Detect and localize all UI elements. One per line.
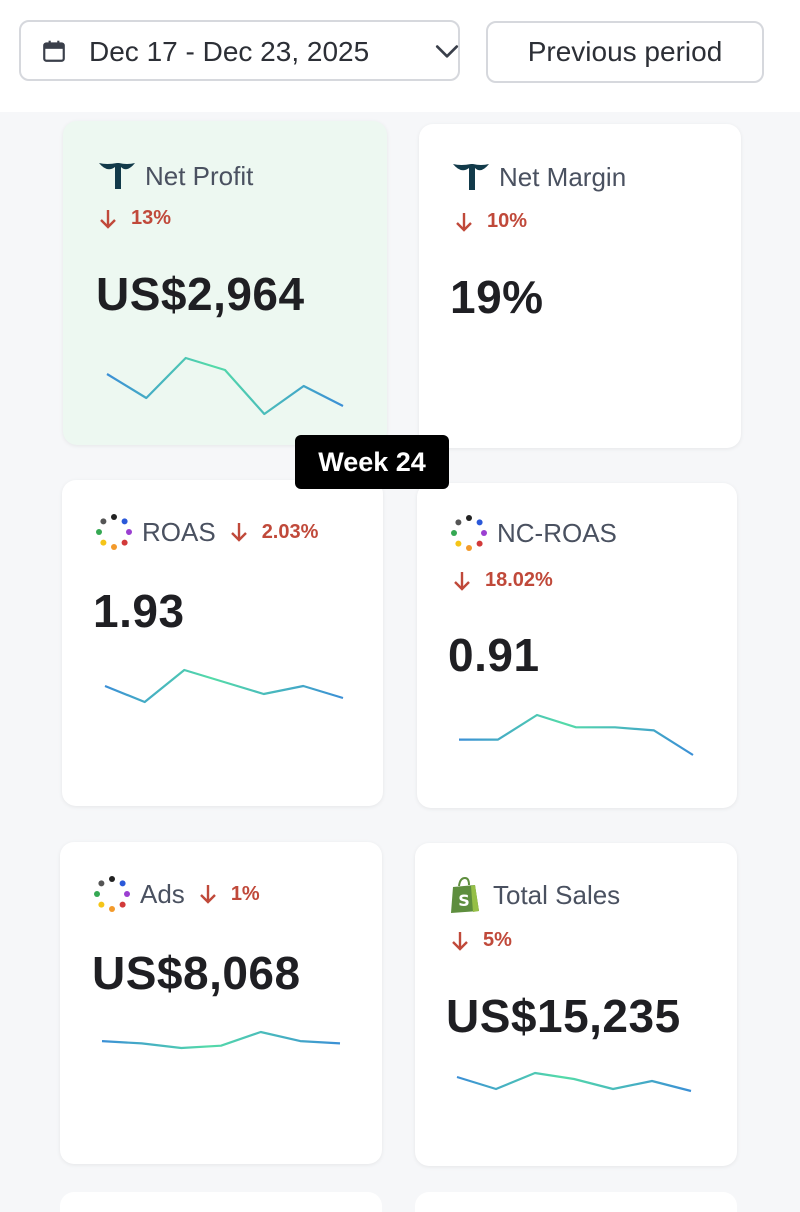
metric-delta: 10%	[455, 210, 527, 233]
sparkline-path	[104, 668, 344, 704]
metric-value: US$2,964	[96, 268, 305, 320]
sparkline	[459, 713, 694, 756]
top-bar: Dec 17 - Dec 23, 2025 Previous period	[0, 0, 800, 112]
chevron-down-icon	[435, 45, 459, 58]
sparkline-path	[101, 1030, 341, 1050]
sparkline	[106, 356, 344, 416]
metric-value: 19%	[450, 271, 544, 323]
arrow-down-icon	[230, 523, 247, 542]
date-range-picker[interactable]: Dec 17 - Dec 23, 2025	[19, 20, 460, 81]
metric-card-net-profit[interactable]: Net Profit 13% US$2,964	[63, 121, 387, 445]
metric-card-roas[interactable]: ROAS 2.03% 1.93	[62, 480, 383, 806]
sparkline-path	[456, 1071, 692, 1093]
shopify-bag-icon: S	[451, 876, 479, 913]
metric-title: NC-ROAS	[497, 517, 617, 548]
metric-value: US$8,068	[92, 947, 301, 999]
arrow-down-icon	[452, 931, 468, 951]
week-badge: Week 24	[295, 435, 449, 489]
sparkline	[456, 1071, 692, 1093]
calendar-icon	[43, 40, 65, 62]
metric-title: ROAS	[142, 516, 216, 547]
triple-whale-logo-icon	[453, 164, 489, 190]
arrow-down-icon	[199, 885, 216, 904]
next-card-peek-right	[415, 1192, 737, 1212]
arrow-down-icon	[456, 212, 472, 232]
metric-delta-value: 13%	[131, 207, 172, 229]
metric-delta: 1%	[199, 883, 260, 906]
dotted-circle-icon	[451, 515, 487, 551]
next-card-peek-left	[60, 1192, 382, 1212]
sparkline	[104, 668, 344, 704]
metric-value: US$15,235	[446, 990, 681, 1042]
metric-title: Total Sales	[493, 879, 621, 910]
metric-delta-value: 18.02%	[485, 569, 553, 591]
metric-delta: 5%	[451, 929, 512, 952]
metric-card-ads[interactable]: Ads 1% US$8,068	[60, 842, 382, 1164]
metric-delta-value: 1%	[230, 882, 260, 905]
metric-delta: 2.03%	[230, 520, 319, 544]
metric-title: Ads	[140, 878, 185, 909]
arrow-down-icon	[100, 209, 116, 229]
dotted-circle-icon	[96, 514, 132, 550]
sparkline	[101, 1030, 341, 1050]
svg-text:S: S	[458, 891, 470, 910]
metric-value: 1.93	[93, 585, 185, 637]
metric-value: 0.91	[448, 629, 540, 681]
metric-card-net-margin[interactable]: Net Margin 10% 19%	[419, 124, 741, 448]
sparkline-path	[459, 713, 694, 756]
triple-whale-logo-icon	[99, 163, 135, 189]
sparkline-path	[106, 356, 344, 416]
metric-delta: 13%	[99, 207, 171, 230]
date-range-label: Dec 17 - Dec 23, 2025	[89, 36, 370, 67]
metric-title: Net Profit	[145, 160, 254, 191]
arrow-down-icon	[454, 571, 470, 591]
dotted-circle-icon	[94, 876, 130, 912]
metric-delta-value: 10%	[487, 210, 528, 232]
metric-title: Net Margin	[499, 161, 627, 192]
metric-delta-value: 2.03%	[261, 520, 319, 543]
metric-card-nc-roas[interactable]: NC-ROAS 18.02% 0.91	[417, 483, 737, 808]
metric-card-total-sales[interactable]: S Total Sales 5% US$15,235	[415, 843, 737, 1166]
metric-delta: 18.02%	[453, 569, 553, 592]
metric-delta-value: 5%	[483, 929, 512, 951]
previous-period-button[interactable]: Previous period	[486, 21, 764, 83]
